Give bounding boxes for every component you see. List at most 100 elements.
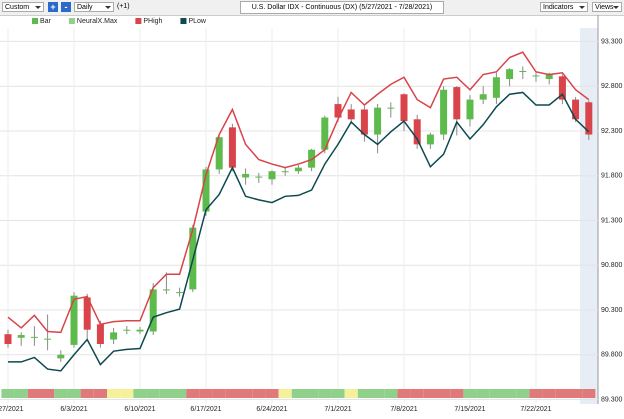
candle-body — [400, 94, 408, 122]
zoom-in[interactable]: + — [48, 2, 58, 12]
y-tick-label: 90.300 — [601, 307, 623, 314]
neuralx-block — [503, 389, 517, 398]
neuralx-block — [199, 389, 213, 398]
neuralx-block — [159, 389, 173, 398]
candle-body — [426, 134, 434, 145]
neuralx-block — [41, 389, 55, 398]
candle-body — [17, 335, 25, 338]
candle-body — [162, 289, 170, 291]
candle-body — [57, 354, 65, 359]
neuralx-block — [489, 389, 503, 398]
zoom-out[interactable]: - — [61, 2, 71, 12]
neuralx-block — [318, 389, 332, 398]
candle-body — [83, 297, 91, 330]
candle-body — [545, 73, 553, 80]
neuralx-block — [252, 389, 266, 398]
neuralx-block — [357, 389, 371, 398]
neuralx-block — [344, 389, 358, 398]
interval-dropdown[interactable]: Daily — [74, 2, 114, 12]
neuralx-block — [67, 389, 81, 398]
candle-body — [110, 332, 118, 340]
indicator-line — [8, 91, 590, 372]
neuralx-block — [516, 389, 530, 398]
candle-body — [572, 99, 580, 120]
candle-body — [440, 89, 448, 135]
toolbar: Custom + - Daily (+1) U.S. Dollar IDX - … — [0, 0, 624, 16]
chart-title: U.S. Dollar IDX - Continuous (DX) (5/27/… — [240, 1, 444, 14]
neuralx-block — [397, 389, 411, 398]
y-tick-label: 90.800 — [601, 262, 623, 269]
candle-body — [268, 171, 276, 180]
legend-label: NeuralX.Max — [77, 18, 118, 25]
x-tick-label: 6/10/2021 — [124, 406, 155, 413]
x-tick-label: 7/8/2021 — [390, 406, 417, 413]
x-tick-label: 7/1/2021 — [324, 406, 351, 413]
current-highlight — [580, 28, 598, 404]
candle-body — [202, 169, 210, 212]
neuralx-block — [54, 389, 68, 398]
x-tick-label: 7/22/2021 — [520, 406, 551, 413]
neuralx-block — [529, 389, 543, 398]
neuralx-block — [437, 389, 451, 398]
neuralx-block — [542, 389, 556, 398]
neuralx-block — [225, 389, 239, 398]
candle-body — [149, 289, 157, 332]
neuralx-block — [410, 389, 424, 398]
legend-swatch — [135, 18, 142, 24]
legend-label: Bar — [40, 18, 52, 25]
candle-body — [281, 171, 289, 173]
candle-body — [558, 76, 566, 100]
neuralx-block — [569, 389, 583, 398]
neuralx-block — [463, 389, 477, 398]
y-tick-label: 91.300 — [601, 217, 623, 224]
indicators-dropdown[interactable]: Indicators — [540, 2, 588, 12]
neuralx-block — [239, 389, 253, 398]
neuralx-block — [384, 389, 398, 398]
neuralx-block — [450, 389, 464, 398]
legend-swatch — [32, 18, 38, 24]
candle-body — [334, 104, 342, 118]
candle-body — [360, 109, 368, 135]
candle-body — [347, 109, 355, 120]
views-dropdown[interactable]: Views — [592, 2, 622, 12]
neuralx-block — [133, 389, 147, 398]
legend-swatch — [68, 18, 75, 24]
neuralx-block — [555, 389, 569, 398]
candle-body — [374, 107, 382, 135]
neuralx-block — [107, 389, 121, 398]
neuralx-block — [423, 389, 437, 398]
y-tick-label: 89.300 — [601, 396, 623, 403]
range-dropdown[interactable]: Custom — [2, 2, 44, 12]
neuralx-block — [212, 389, 226, 398]
neuralx-block — [371, 389, 385, 398]
candle-body — [96, 324, 104, 345]
candle-body — [228, 127, 236, 168]
candle-body — [294, 167, 302, 172]
neuralx-block — [80, 389, 94, 398]
neuralx-block — [14, 389, 28, 398]
neuralx-block — [93, 389, 107, 398]
x-tick-label: 5/27/2021 — [0, 406, 24, 413]
candle-body — [585, 102, 593, 135]
candle-body — [506, 69, 514, 80]
neuralx-block — [1, 389, 15, 398]
candle-body — [176, 292, 184, 294]
candle-body — [215, 137, 223, 170]
legend-label: PHigh — [143, 18, 162, 25]
candle-body — [453, 87, 461, 120]
neuralx-block — [291, 389, 305, 398]
candle-body — [30, 336, 38, 338]
candle-body — [70, 295, 78, 345]
candle-body — [242, 173, 250, 178]
x-tick-label: 6/24/2021 — [256, 406, 287, 413]
neuralx-block — [265, 389, 279, 398]
candle-body — [519, 70, 527, 72]
neuralx-block — [27, 389, 41, 398]
indicator-line — [7, 51, 590, 334]
y-tick-label: 92.800 — [601, 83, 623, 90]
y-tick-label: 92.300 — [601, 128, 623, 135]
neuralx-block — [278, 389, 292, 398]
chart: 89.300 89.800 90.300 90.800 91.300 91.800 92.3… — [0, 15, 623, 413]
candle-body — [4, 334, 12, 345]
